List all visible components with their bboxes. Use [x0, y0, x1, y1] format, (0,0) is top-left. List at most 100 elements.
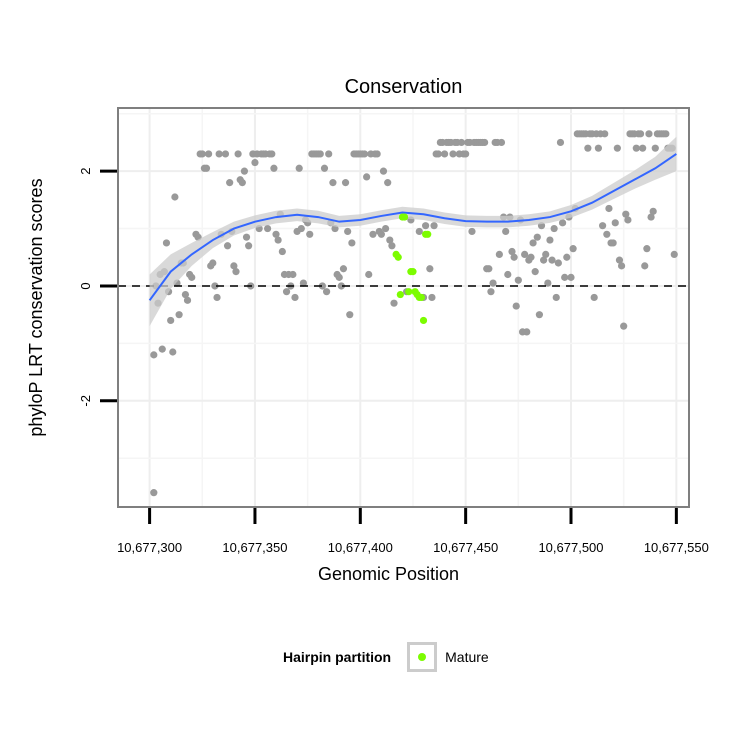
data-point [615, 256, 624, 264]
data-point [329, 179, 337, 187]
data-point [617, 262, 626, 270]
data-point [495, 250, 503, 258]
data-point [590, 293, 598, 302]
data-point [462, 150, 470, 158]
data-point [365, 270, 373, 279]
data-point [272, 230, 280, 238]
data-point [221, 150, 230, 158]
data-point [240, 167, 249, 175]
data-point [521, 250, 529, 258]
data-point [550, 224, 558, 233]
data-point [430, 222, 438, 230]
smooth-trend-line [148, 153, 677, 301]
data-point [386, 236, 394, 244]
data-point [611, 219, 619, 227]
x-tick-label: 10,677,400 [328, 540, 393, 555]
data-point [150, 351, 158, 359]
data-point [609, 239, 617, 247]
data-point [209, 259, 217, 267]
data-point [232, 268, 240, 276]
data-point [344, 227, 352, 236]
mature-data-point [409, 268, 417, 276]
data-point [440, 150, 449, 158]
data-point [167, 316, 175, 325]
data-point [171, 193, 179, 201]
data-point [415, 227, 423, 236]
data-point [639, 144, 647, 152]
data-point [457, 138, 466, 147]
data-point [369, 230, 377, 238]
legend: Hairpin partition Mature [283, 640, 489, 674]
chart-title: Conservation [345, 76, 463, 98]
data-point [504, 270, 512, 279]
data-point [561, 273, 569, 281]
x-tick-label: 10,677,550 [644, 540, 709, 555]
data-point [510, 253, 518, 261]
data-point [601, 130, 609, 138]
data-point [322, 288, 331, 296]
data-point [306, 230, 314, 238]
mature-data-point [405, 288, 413, 296]
mature-data-point [400, 213, 409, 221]
data-point [242, 233, 251, 241]
data-point [468, 227, 476, 236]
data-point [481, 138, 489, 147]
data-point [647, 213, 655, 221]
data-point [645, 130, 653, 138]
data-point [563, 253, 571, 261]
data-point [569, 245, 577, 253]
data-point [268, 150, 276, 158]
data-point [223, 242, 232, 250]
data-point [297, 224, 305, 233]
data-point [567, 273, 575, 281]
data-point [238, 179, 246, 187]
data-point [546, 236, 554, 244]
y-tick-label: 2 [78, 168, 93, 175]
data-point [613, 144, 621, 152]
data-point [169, 348, 177, 356]
data-point [198, 150, 206, 158]
y-tick-label: -2 [78, 395, 93, 407]
data-point [274, 236, 282, 244]
legend-dot-mature [418, 653, 427, 661]
data-point [289, 270, 297, 279]
data-point [299, 279, 308, 287]
data-point [230, 262, 238, 270]
data-point [251, 158, 259, 167]
data-point [605, 204, 613, 213]
data-point [270, 164, 278, 172]
data-point [295, 164, 303, 172]
x-axis-label: Genomic Position [318, 564, 459, 584]
data-point [188, 273, 196, 281]
data-point [428, 293, 436, 302]
x-tick-label: 10,677,300 [117, 540, 182, 555]
mature-data-point [417, 293, 426, 302]
data-point [603, 230, 611, 238]
data-point [339, 265, 348, 273]
data-point [390, 299, 398, 307]
data-point [162, 239, 171, 247]
data-point [552, 293, 560, 302]
data-point [662, 130, 670, 138]
data-point [245, 242, 253, 250]
data-point [632, 144, 640, 152]
data-point [337, 282, 345, 290]
data-point [649, 207, 657, 215]
data-point [234, 150, 242, 158]
data-point [434, 150, 442, 158]
data-point [485, 265, 493, 273]
data-point [502, 227, 510, 236]
legend-title: Hairpin partition [283, 649, 392, 665]
plot-panel [118, 108, 689, 507]
data-point [449, 150, 457, 158]
data-point [527, 253, 535, 261]
data-point [346, 311, 354, 319]
data-point [620, 322, 628, 330]
data-point [584, 144, 592, 152]
data-point [377, 230, 385, 238]
data-point [175, 311, 183, 319]
panel-border [117, 107, 690, 508]
data-point [226, 179, 234, 187]
data-point [215, 150, 223, 158]
